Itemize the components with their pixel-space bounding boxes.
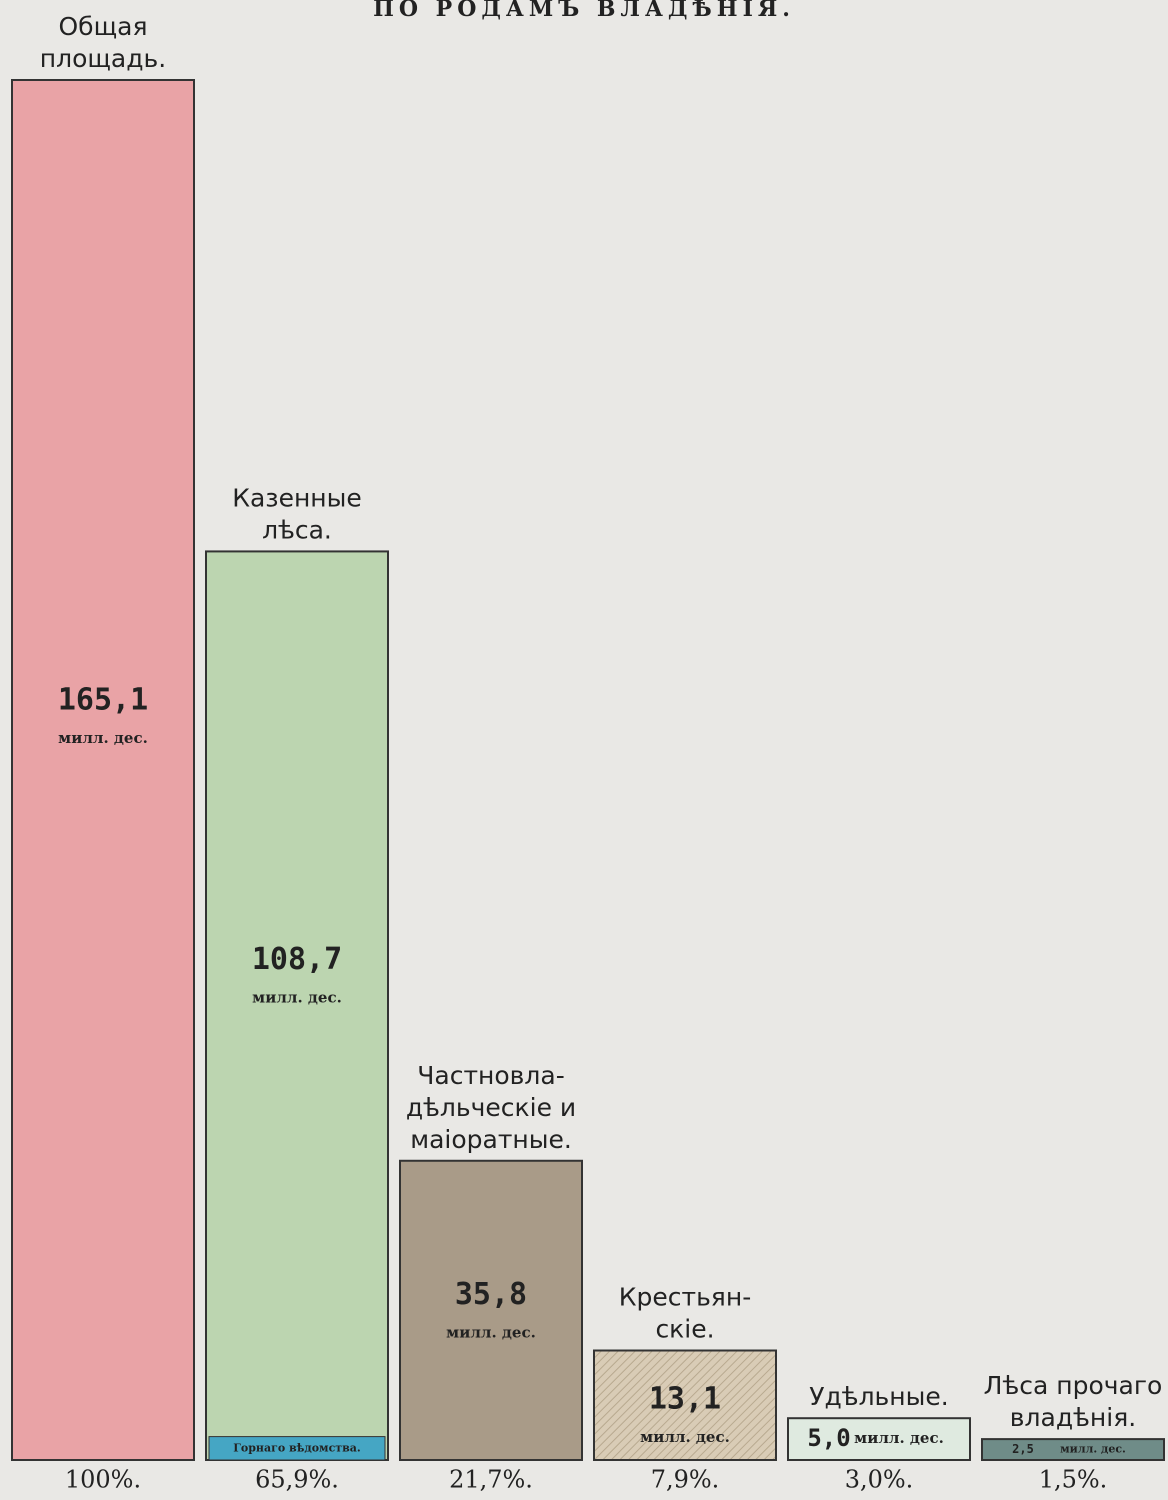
- sub-segment-label: Горнаго вѣдомства.: [233, 1441, 360, 1454]
- percent-label: 21,7%.: [449, 1466, 533, 1494]
- category-label: Частновла-: [417, 1061, 564, 1090]
- value-label: 165,1: [58, 683, 148, 718]
- category-label: скіе.: [655, 1315, 714, 1344]
- chart-title: ПО РОДАМЪ ВЛАДѢНІЯ.: [373, 0, 795, 22]
- category-label: маіоратные.: [410, 1125, 572, 1154]
- unit-label: милл. дес.: [58, 729, 148, 747]
- unit-label: милл. дес.: [1060, 1443, 1126, 1456]
- percent-label: 3,0%.: [845, 1466, 914, 1494]
- bar: [787, 1417, 971, 1462]
- value-label: 5,0: [807, 1424, 850, 1452]
- bar: [399, 1159, 583, 1461]
- category-label: площадь.: [40, 44, 166, 73]
- unit-label: милл. дес.: [446, 1323, 536, 1341]
- category-label: Крестьян-: [619, 1283, 751, 1312]
- bar: [205, 550, 389, 1461]
- category-label: дѣльческіе и: [406, 1093, 576, 1122]
- category-label: Казенные: [232, 483, 362, 512]
- unit-label: милл. дес.: [640, 1428, 730, 1446]
- value-label: 35,8: [455, 1277, 527, 1312]
- category-label: Общая: [58, 12, 147, 41]
- value-label: 108,7: [252, 942, 342, 977]
- value-label: 13,1: [649, 1381, 721, 1416]
- percent-label: 7,9%.: [651, 1466, 720, 1494]
- sub-segment: [208, 1436, 386, 1461]
- value-label: 2,5: [1012, 1442, 1034, 1456]
- category-label: владѣнія.: [1010, 1403, 1136, 1432]
- category-label: лѣса.: [262, 515, 332, 544]
- percent-label: 1,5%.: [1039, 1466, 1108, 1494]
- category-label: Удѣльные.: [809, 1382, 948, 1411]
- unit-label: милл. дес.: [854, 1429, 944, 1447]
- bar: [981, 1438, 1165, 1461]
- unit-label: милл. дес.: [252, 988, 342, 1006]
- percent-label: 65,9%.: [255, 1466, 339, 1494]
- bar: [11, 79, 195, 1461]
- category-label: Лѣса прочаго: [984, 1371, 1163, 1400]
- bar-hatch: [593, 1349, 777, 1461]
- percent-label: 100%.: [65, 1466, 141, 1494]
